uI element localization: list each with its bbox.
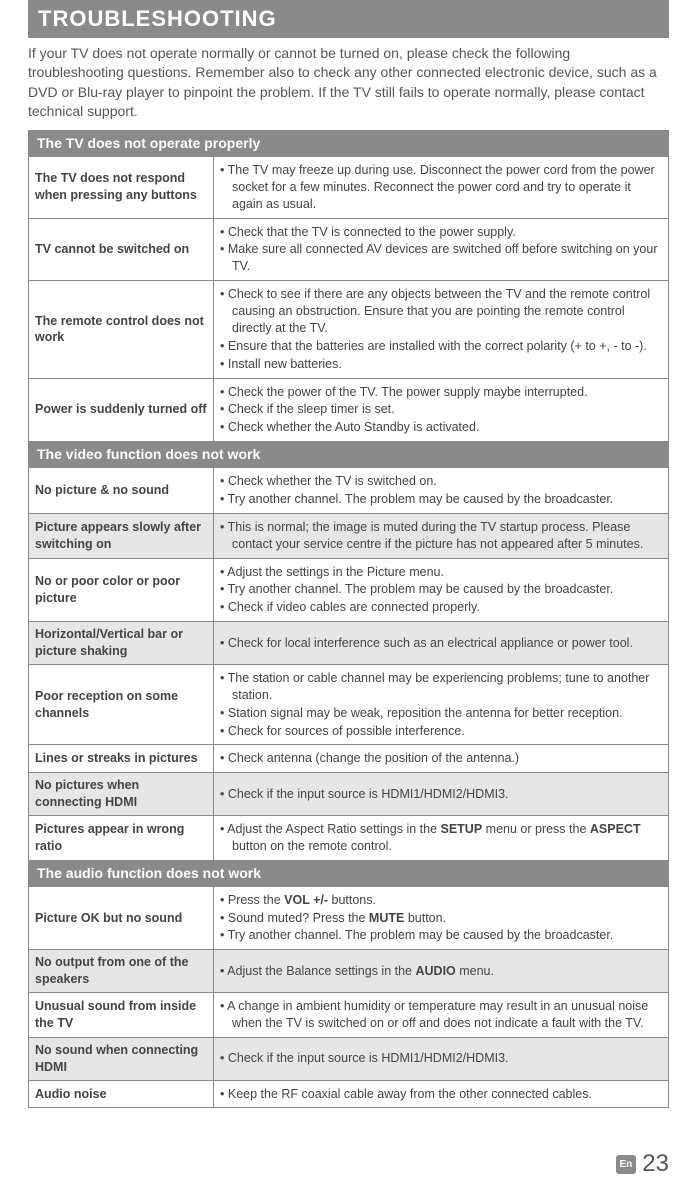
page-number: 23 (642, 1148, 669, 1180)
row-content: Check that the TV is connected to the po… (214, 218, 669, 281)
table-row: No or poor color or poor pictureAdjust t… (29, 558, 669, 622)
table-row: TV cannot be switched on Check that the T… (29, 218, 669, 281)
list-item: Try another channel. The problem may be … (220, 927, 662, 944)
intro-text: If your TV does not operate normally or … (28, 44, 669, 122)
row-label: The remote control does not work (29, 281, 214, 378)
row-content: Check to see if there are any objects be… (214, 281, 669, 378)
list-item: Check that the TV is connected to the po… (220, 224, 662, 241)
table-row: Poor reception on some channelsThe stati… (29, 664, 669, 745)
row-content: Adjust the settings in the Picture menu.… (214, 558, 669, 622)
table-row: Lines or streaks in pictures Check antenn… (29, 745, 669, 773)
row-label: Poor reception on some channels (29, 664, 214, 745)
list-item: Check if the input source is HDMI1/HDMI2… (220, 1050, 662, 1067)
list-item: Adjust the Aspect Ratio settings in the … (220, 821, 662, 855)
row-content: Adjust the Aspect Ratio settings in the … (214, 816, 669, 861)
page-footer: En 23 (0, 1128, 697, 1198)
list-item: Install new batteries. (220, 356, 662, 373)
list-item: Try another channel. The problem may be … (220, 491, 662, 508)
row-label: Power is suddenly turned off (29, 378, 214, 442)
list-item: Make sure all connected AV devices are s… (220, 241, 662, 275)
list-item: This is normal; the image is muted durin… (220, 519, 662, 553)
row-content: Check the power of the TV. The power sup… (214, 378, 669, 442)
section-header: The video function does not work (29, 442, 669, 468)
list-item: Station signal may be weak, reposition t… (220, 705, 662, 722)
row-content: A change in ambient humidity or temperat… (214, 993, 669, 1038)
section-header: The audio function does not work (29, 860, 669, 886)
table-row: No picture & no soundCheck whether the T… (29, 468, 669, 514)
table-row: No output from one of the speakers Adjust… (29, 950, 669, 993)
row-label: No picture & no sound (29, 468, 214, 514)
row-content: The station or cable channel may be expe… (214, 664, 669, 745)
row-content: The TV may freeze up during use. Disconn… (214, 156, 669, 218)
table-row: Power is suddenly turned off Check the po… (29, 378, 669, 442)
row-content: Check if the input source is HDMI1/HDMI2… (214, 1037, 669, 1080)
row-label: Audio noise (29, 1080, 214, 1108)
table-row: The TV does not respond when pressing an… (29, 156, 669, 218)
page-container: TROUBLESHOOTING If your TV does not oper… (0, 0, 697, 1128)
list-item: The station or cable channel may be expe… (220, 670, 662, 704)
table-row: Unusual sound from inside the TVA change… (29, 993, 669, 1038)
row-content: Check if the input source is HDMI1/HDMI2… (214, 773, 669, 816)
row-label: No output from one of the speakers (29, 950, 214, 993)
row-label: The TV does not respond when pressing an… (29, 156, 214, 218)
table-row: The remote control does not workCheck to… (29, 281, 669, 378)
row-content: This is normal; the image is muted durin… (214, 513, 669, 558)
list-item: A change in ambient humidity or temperat… (220, 998, 662, 1032)
list-item: Check to see if there are any objects be… (220, 286, 662, 337)
row-label: No sound when connecting HDMI (29, 1037, 214, 1080)
row-label: Horizontal/Vertical bar or picture shaki… (29, 622, 214, 665)
list-item: Keep the RF coaxial cable away from the … (220, 1086, 662, 1103)
section-header: The TV does not operate properly (29, 131, 669, 157)
list-item: Check antenna (change the position of th… (220, 750, 662, 767)
list-item: Ensure that the batteries are installed … (220, 338, 662, 355)
table-row: Audio noise Keep the RF coaxial cable awa… (29, 1080, 669, 1108)
list-item: Press the VOL +/- buttons. (220, 892, 662, 909)
list-item: Try another channel. The problem may be … (220, 581, 662, 598)
table-row: Horizontal/Vertical bar or picture shaki… (29, 622, 669, 665)
row-content: Check for local interference such as an … (214, 622, 669, 665)
list-item: Check if the input source is HDMI1/HDMI2… (220, 786, 662, 803)
row-label: No or poor color or poor picture (29, 558, 214, 622)
row-label: Pictures appear in wrong ratio (29, 816, 214, 861)
row-content: Press the VOL +/- buttons.Sound muted? P… (214, 886, 669, 950)
row-label: Picture appears slowly after switching o… (29, 513, 214, 558)
table-row: No sound when connecting HDMI Check if th… (29, 1037, 669, 1080)
row-label: No pictures when connecting HDMI (29, 773, 214, 816)
lang-badge: En (616, 1155, 637, 1175)
row-content: Check whether the TV is switched on.Try … (214, 468, 669, 514)
row-content: Check antenna (change the position of th… (214, 745, 669, 773)
list-item: Check the power of the TV. The power sup… (220, 384, 662, 401)
table-row: Picture appears slowly after switching o… (29, 513, 669, 558)
row-label: Unusual sound from inside the TV (29, 993, 214, 1038)
list-item: Check if video cables are connected prop… (220, 599, 662, 616)
list-item: Sound muted? Press the MUTE button. (220, 910, 662, 927)
table-row: No pictures when connecting HDMI Check if… (29, 773, 669, 816)
list-item: Check for local interference such as an … (220, 635, 662, 652)
list-item: Adjust the settings in the Picture menu. (220, 564, 662, 581)
row-content: Adjust the Balance settings in the AUDIO… (214, 950, 669, 993)
row-content: Keep the RF coaxial cable away from the … (214, 1080, 669, 1108)
table-row: Pictures appear in wrong ratioAdjust the… (29, 816, 669, 861)
table-row: Picture OK but no soundPress the VOL +/-… (29, 886, 669, 950)
list-item: Check for sources of possible interferen… (220, 723, 662, 740)
row-label: TV cannot be switched on (29, 218, 214, 281)
list-item: Check if the sleep timer is set. (220, 401, 662, 418)
row-label: Picture OK but no sound (29, 886, 214, 950)
troubleshooting-table: The TV does not operate properlyThe TV d… (28, 130, 669, 1108)
list-item: Check whether the TV is switched on. (220, 473, 662, 490)
row-label: Lines or streaks in pictures (29, 745, 214, 773)
list-item: Check whether the Auto Standby is activa… (220, 419, 662, 436)
page-title: TROUBLESHOOTING (28, 0, 669, 38)
list-item: The TV may freeze up during use. Disconn… (220, 162, 662, 213)
list-item: Adjust the Balance settings in the AUDIO… (220, 963, 662, 980)
